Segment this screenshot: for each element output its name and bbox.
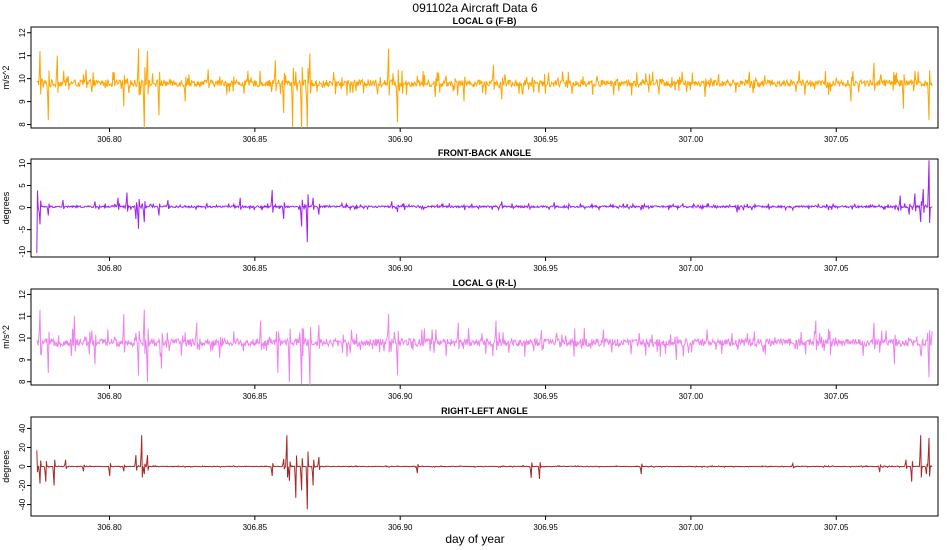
panel-0-xtick-label: 306.85	[243, 135, 268, 144]
panel-3-xtick-label: 306.95	[533, 523, 558, 532]
panel-3-ylabel: degrees	[1, 450, 11, 483]
figure-title: 091102a Aircraft Data 6	[412, 1, 538, 15]
panel-3-ytick-label: 40	[18, 423, 27, 432]
panel-3-xtick-label: 307.00	[679, 523, 704, 532]
panel-2-series-line	[36, 309, 933, 386]
panel-1-series-line	[36, 160, 933, 254]
x-axis-label: day of year	[445, 532, 504, 546]
panel-0-xtick-label: 307.05	[824, 135, 849, 144]
panel-1-ytick-label: 10	[18, 158, 27, 167]
panel-0-ytick-label: 10	[18, 74, 27, 83]
panel-1-xtick-label: 307.05	[824, 264, 849, 273]
panel-2-ytick-label: 12	[18, 289, 27, 298]
panel-0-xtick-label: 307.00	[679, 135, 704, 144]
panel-2-ytick-label: 10	[18, 333, 27, 342]
panel-0-ylabel: m/s^2	[1, 66, 11, 90]
panel-local-g-fb: LOCAL G (F-B) m/s^2 8 9 10 11 12 306.80 306.85 30…	[1, 16, 939, 144]
panel-3-ytick-label: -40	[18, 498, 27, 510]
panel-2-xtick-label: 306.90	[388, 392, 413, 401]
panel-2-xtick-label: 306.95	[533, 392, 558, 401]
panel-1-ytick-label: -10	[18, 245, 27, 257]
panel-3-title: RIGHT-LEFT ANGLE	[441, 406, 528, 416]
panel-3-xtick-label: 307.05	[824, 523, 849, 532]
panel-0-title: LOCAL G (F-B)	[453, 16, 517, 26]
panel-0-xtick-label: 306.90	[388, 135, 413, 144]
panel-1-frame	[30, 158, 939, 258]
panel-3-ytick-label: 20	[18, 442, 27, 451]
panel-1-ylabel: degrees	[1, 191, 11, 224]
panel-local-g-rl: LOCAL G (R-L) m/s^2 8 9 10 11 12 306.80 306.85 30…	[1, 278, 939, 401]
panel-1-xtick-label: 306.85	[243, 264, 268, 273]
panel-0-ytick-label: 12	[18, 28, 27, 37]
panel-0-series-line	[36, 48, 933, 129]
panel-2-ylabel: m/s^2	[1, 325, 11, 349]
panel-3-series-line	[36, 435, 933, 510]
panel-3-xtick-label: 306.80	[97, 523, 122, 532]
panel-2-ytick-label: 9	[18, 357, 27, 362]
panel-right-left-angle: RIGHT-LEFT ANGLE degrees -40 -20 0 20 40 306.80…	[1, 406, 939, 532]
panel-2-xtick-label: 307.00	[679, 392, 704, 401]
panel-1-ytick-label: 0	[18, 205, 27, 210]
panel-1-title: FRONT-BACK ANGLE	[438, 148, 531, 158]
panel-1-xtick-label: 306.80	[97, 264, 122, 273]
panel-2-title: LOCAL G (R-L)	[453, 278, 517, 288]
panel-2-xtick-label: 306.85	[243, 392, 268, 401]
panel-3-ytick-label: 0	[18, 464, 27, 469]
panel-1-ytick-label: 5	[18, 183, 27, 188]
panel-0-ytick-label: 9	[18, 99, 27, 104]
panel-3-ytick-label: -20	[18, 479, 27, 491]
panel-2-ytick-label: 8	[18, 379, 27, 384]
panel-2-xtick-label: 306.80	[97, 392, 122, 401]
panel-1-xtick-label: 307.00	[679, 264, 704, 273]
panel-3-xtick-label: 306.90	[388, 523, 413, 532]
panel-1-ytick-label: -5	[18, 226, 27, 234]
panel-0-ytick-label: 11	[18, 51, 27, 60]
panel-1-xtick-label: 306.95	[533, 264, 558, 273]
panel-front-back-angle: FRONT-BACK ANGLE degrees -10 -5 0 5 10 306.80 30…	[1, 148, 939, 273]
panel-2-frame	[30, 288, 939, 386]
panel-2-xtick-label: 307.05	[824, 392, 849, 401]
panel-0-ytick-label: 8	[18, 122, 27, 127]
panel-0-xtick-label: 306.80	[97, 135, 122, 144]
panel-2-ytick-label: 11	[18, 312, 27, 321]
panel-3-xtick-label: 306.85	[243, 523, 268, 532]
panel-0-xtick-label: 306.95	[533, 135, 558, 144]
panel-1-xtick-label: 306.90	[388, 264, 413, 273]
panel-0-frame	[30, 26, 939, 129]
